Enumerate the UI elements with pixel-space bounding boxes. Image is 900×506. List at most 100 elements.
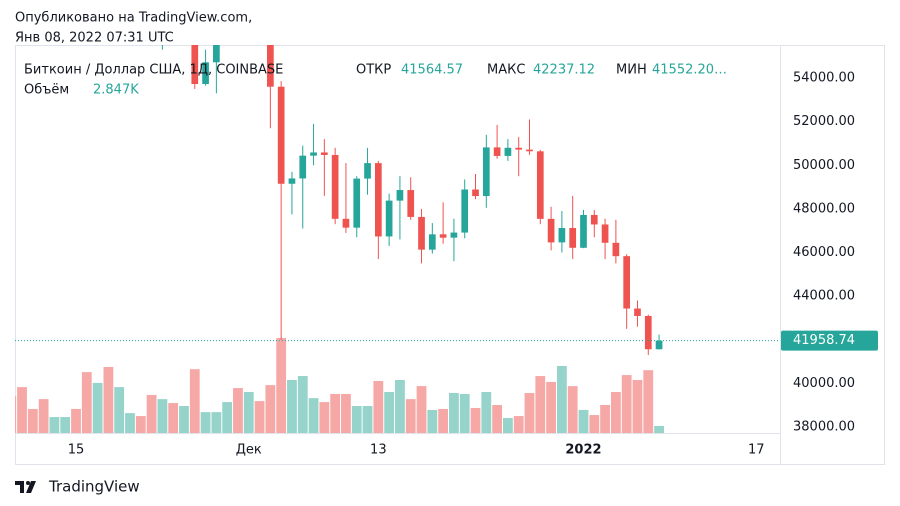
candle-body [396, 190, 404, 201]
candle-body [450, 232, 458, 238]
volume-bar [146, 394, 157, 433]
volume-bar [60, 417, 71, 433]
x-tick-label: 17 [748, 443, 765, 458]
volume-bar [243, 392, 254, 433]
candle-body [331, 154, 339, 219]
y-tick-label: 48000.00 [793, 201, 855, 216]
volume-bar [632, 379, 643, 433]
volume-bar [546, 381, 556, 433]
y-tick-label: 50000.00 [793, 158, 855, 173]
volume-bar [341, 393, 351, 433]
candle-body [536, 151, 544, 219]
volume-bar [179, 405, 189, 433]
last-price-box [781, 330, 878, 351]
published-note: Опубликовано на TradingView.com, [15, 11, 252, 26]
volume-bar [578, 409, 589, 433]
volume-bar [567, 386, 578, 433]
candle-body [569, 228, 577, 248]
volume-bar [470, 407, 481, 433]
last-price-label: 41958.74 [793, 333, 855, 348]
volume-bar [276, 338, 287, 433]
volume-bar [384, 392, 395, 433]
candle-body [288, 178, 296, 184]
volume-bar [168, 403, 179, 433]
candle-body [580, 214, 587, 248]
candle-body [191, 45, 199, 84]
x-tick-label: 2022 [565, 443, 601, 458]
volume-bar [524, 392, 535, 433]
volume-bar [405, 399, 416, 433]
volume-bar [589, 415, 600, 433]
candle-body [418, 216, 425, 250]
volume-bar [438, 408, 449, 433]
volume-bar [351, 405, 362, 433]
y-tick-label: 52000.00 [793, 114, 855, 129]
candle-body [590, 214, 598, 225]
candle-body [493, 147, 501, 156]
volume-bar [287, 379, 297, 433]
candle-body [407, 190, 415, 217]
volume-bar [135, 416, 146, 433]
y-tick-label: 40000.00 [793, 376, 855, 391]
volume-bar [71, 408, 81, 433]
volume-bar [27, 408, 38, 433]
volume-bar [189, 369, 200, 433]
volume-bar [17, 387, 27, 433]
legend-high-label: МАКС [487, 63, 525, 78]
candle-body [202, 62, 209, 84]
volume-bar [503, 418, 513, 433]
y-tick-label: 54000.00 [793, 71, 855, 86]
volume-bar [49, 417, 60, 433]
volume-bar [643, 370, 654, 433]
volume-bar [416, 386, 427, 433]
timestamp: Янв 08, 2022 07:31 UTC [15, 31, 174, 46]
candle-body [601, 224, 609, 243]
candle-body [385, 200, 393, 237]
volume-bar [15, 396, 17, 433]
volume-bar [125, 413, 135, 433]
volume-bar [319, 402, 330, 433]
legend-open-value: 41564.57 [401, 63, 463, 78]
volume-bar [38, 399, 49, 433]
y-tick-label: 38000.00 [793, 420, 855, 435]
volume-bar [373, 380, 384, 433]
candle-body [515, 147, 523, 150]
volume-bar [254, 401, 265, 433]
candle-body [364, 163, 371, 179]
chart-frame [15, 45, 885, 465]
candle-body [526, 149, 533, 152]
x-tick-label: 15 [68, 443, 85, 458]
candle-body [612, 242, 620, 257]
candle-body [547, 218, 555, 243]
candle-body [181, 0, 188, 9]
volume-bar [513, 416, 524, 433]
candle-body [342, 218, 350, 228]
logo-slash [26, 481, 36, 493]
volume-bar [395, 379, 405, 433]
footer-brand: TradingView [48, 478, 140, 496]
candle-body [224, 0, 231, 7]
candle-body [655, 340, 663, 350]
candle-body [256, 9, 263, 24]
x-tick-label: Дек [236, 443, 262, 458]
volume-bar [157, 399, 168, 433]
candle-body [461, 189, 469, 233]
volume-bar [297, 376, 308, 433]
candle-body [472, 189, 479, 197]
x-tick-label: 13 [370, 443, 387, 458]
y-tick-label: 44000.00 [793, 289, 855, 304]
volume-bar [427, 409, 438, 433]
volume-bar [362, 405, 373, 433]
volume-bar [449, 392, 459, 433]
volume-bar [103, 366, 114, 433]
legend-volume-label: Объём [24, 83, 69, 98]
candle-body [267, 45, 274, 87]
legend-volume-value: 2.847K [93, 83, 139, 98]
volume-bar [556, 365, 567, 433]
volume-bar [459, 393, 470, 433]
candle-body [634, 308, 641, 316]
footer-logo [15, 481, 36, 493]
volume-bar [233, 388, 243, 433]
candle-body [439, 234, 447, 238]
